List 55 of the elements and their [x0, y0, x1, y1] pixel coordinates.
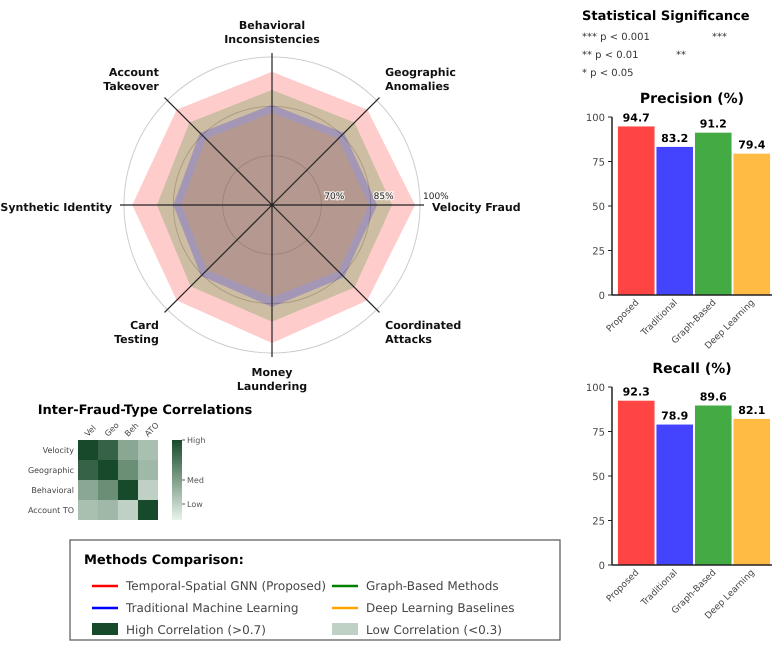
- data-label: 89.6: [700, 390, 728, 404]
- legend-label: Deep Learning Baselines: [366, 601, 514, 615]
- chart-title: Recall (%): [652, 361, 732, 377]
- data-label: 91.2: [700, 118, 727, 131]
- text: ***: [712, 32, 727, 43]
- y-tick-label: 75: [592, 158, 605, 168]
- y-tick-label: 85%: [374, 192, 394, 202]
- x-tick-label: Geo: [103, 420, 121, 438]
- y-tick-label: 0: [598, 291, 605, 302]
- y-tick-label: 25: [592, 516, 605, 528]
- spoke-label: Coordinated Attacks: [385, 319, 462, 346]
- spoke-label: Card Testing: [114, 319, 159, 346]
- text: ** p < 0.01: [582, 50, 639, 61]
- legend-label: Traditional Machine Learning: [125, 601, 298, 615]
- legend-title: Methods Comparison:: [84, 553, 244, 568]
- spoke-label: Behavioral Inconsistencies: [224, 19, 320, 46]
- text: Low Correlation (<0.3): [366, 623, 502, 637]
- y-tick-label: Behavioral: [31, 486, 74, 495]
- text: * p < 0.05: [582, 68, 634, 79]
- y-tick-label: 50: [592, 202, 605, 213]
- y-tick-label: Account TO: [28, 506, 74, 515]
- spoke-label: Synthetic Identity: [0, 201, 112, 214]
- data-label: 83.2: [661, 132, 688, 145]
- spoke-label: Money Laundering: [236, 366, 308, 393]
- text: **: [676, 50, 686, 61]
- data-label: 82.1: [738, 404, 766, 417]
- spoke-label: Account Takeover: [103, 66, 160, 93]
- text: High Correlation (>0.7): [126, 623, 266, 637]
- y-tick-label: 0: [598, 561, 605, 572]
- chart-title: Inter-Fraud-Type Correlations: [38, 403, 253, 418]
- data-label: 79.4: [738, 138, 766, 152]
- color-bar-label: High: [187, 436, 206, 445]
- y-tick-label: 25: [592, 246, 605, 258]
- chart-title: Precision (%): [640, 91, 744, 107]
- color-bar-label: Med: [187, 476, 204, 485]
- x-tick-label: Vel: [83, 424, 98, 438]
- y-tick-label: 100%: [423, 192, 450, 202]
- y-tick-label: 100: [586, 113, 605, 124]
- y-tick-label: Geographic: [28, 466, 74, 475]
- y-tick-label: 50: [592, 472, 605, 483]
- y-tick-label: 75: [592, 428, 605, 438]
- text: Statistical Significance: [582, 9, 750, 24]
- x-tick-label: Beh: [123, 421, 140, 438]
- data-label: 92.3: [622, 386, 650, 399]
- y-tick-label: 100: [586, 383, 605, 394]
- y-tick-label: Velocity: [42, 446, 74, 455]
- color-bar-label: Low: [187, 500, 204, 509]
- legend-label: Graph-Based Methods: [366, 579, 499, 593]
- spoke-label: Geographic Anomalies: [385, 66, 456, 93]
- text: *** p < 0.001: [582, 32, 650, 43]
- data-label: 94.7: [622, 111, 650, 124]
- legend-label: Temporal-Spatial GNN (Proposed): [125, 579, 326, 593]
- y-tick-label: 70%: [324, 192, 345, 202]
- data-label: 78.9: [661, 410, 688, 423]
- spoke-label: Velocity Fraud: [432, 201, 521, 214]
